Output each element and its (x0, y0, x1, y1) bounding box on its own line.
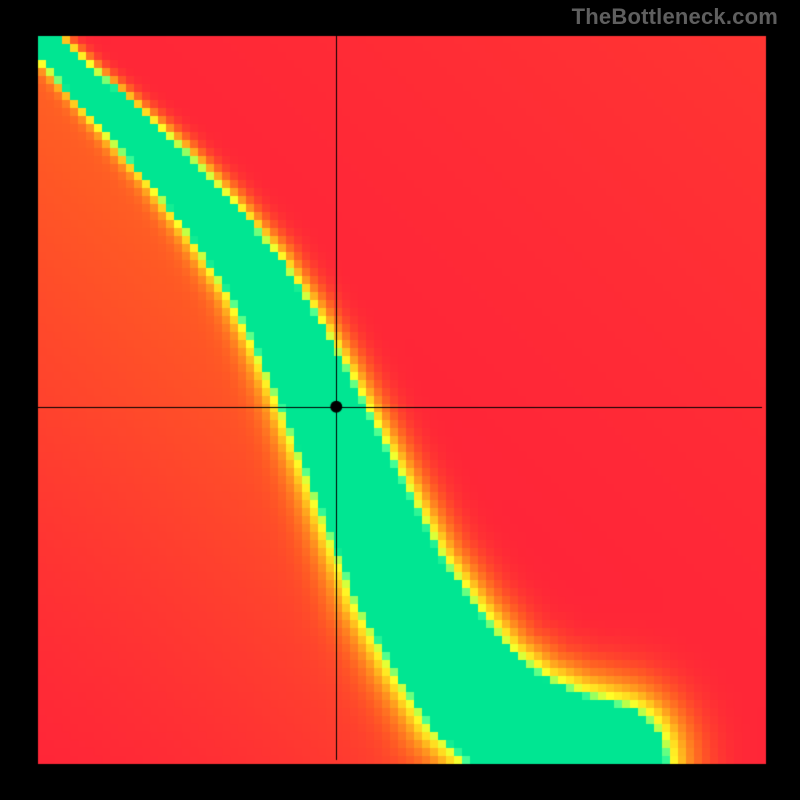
watermark-label: TheBottleneck.com (572, 4, 778, 30)
heatmap-canvas (0, 0, 800, 800)
stage: TheBottleneck.com (0, 0, 800, 800)
